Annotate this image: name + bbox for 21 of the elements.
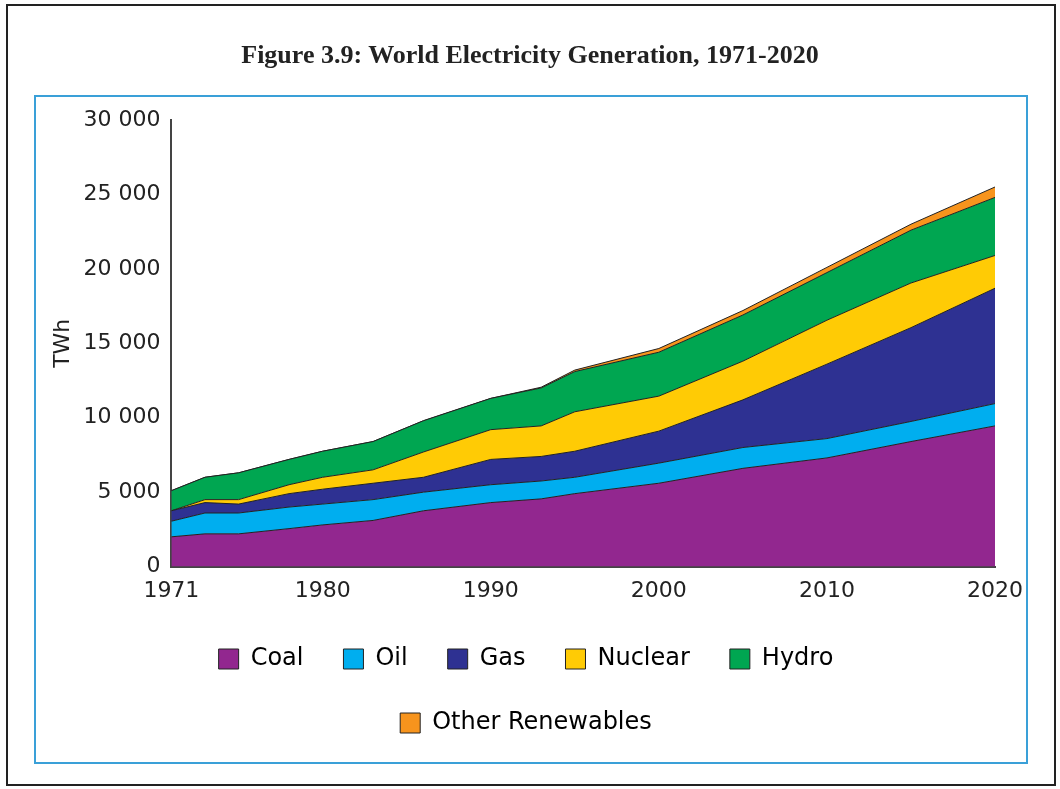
x-tick-label: 2000 <box>630 576 687 602</box>
legend-label: Gas <box>479 643 526 672</box>
y-tick-label: 30 000 <box>83 105 161 131</box>
x-tick-label: 2020 <box>967 576 1024 602</box>
legend-label: Nuclear <box>597 643 690 672</box>
x-tick-label: 1990 <box>462 576 519 602</box>
y-tick-label: 15 000 <box>83 329 161 355</box>
legend-label: Coal <box>250 643 304 672</box>
legend-label: Other Renewables <box>432 707 652 736</box>
x-tick-label: 1980 <box>294 576 351 602</box>
x-tick-label: 2010 <box>798 576 855 602</box>
y-axis-title: TWh <box>48 318 74 369</box>
y-tick-label: 5 000 <box>97 477 161 503</box>
chart-title: Figure 3.9: World Electricity Generation, 1971-2020 <box>240 40 820 70</box>
legend-label: Oil <box>375 643 408 672</box>
y-tick-label: 25 000 <box>83 180 161 206</box>
x-tick-label: 1971 <box>143 576 200 602</box>
legend-label: Hydro <box>761 643 834 672</box>
y-tick-label: 20 000 <box>83 254 161 280</box>
y-tick-label: 0 <box>146 552 161 578</box>
y-tick-label: 10 000 <box>83 403 161 429</box>
